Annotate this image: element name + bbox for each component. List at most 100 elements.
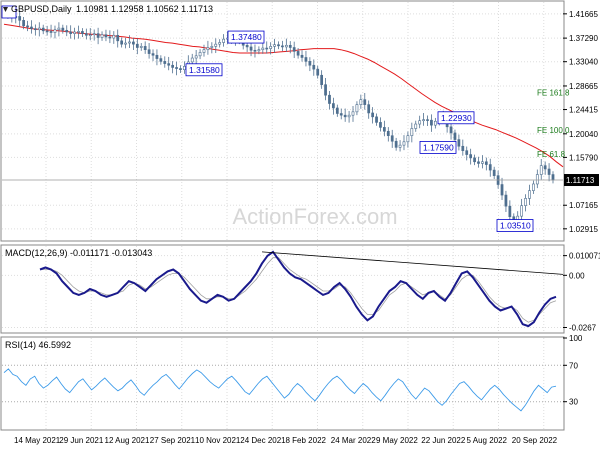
candle-body <box>339 113 343 116</box>
candle-body <box>26 25 29 28</box>
candle-body <box>296 51 300 56</box>
candle-body <box>524 198 527 206</box>
candle-body <box>18 16 22 21</box>
fibonacci-labels: FE 161.8 FE 100.0 FE 61.8 <box>537 88 570 159</box>
candle-body <box>481 161 484 164</box>
watermark: ActionForex.com <box>232 204 397 229</box>
candle-body <box>37 27 41 31</box>
candle-body <box>284 44 288 48</box>
candle-body <box>414 123 418 129</box>
candle-body <box>206 47 210 51</box>
candle-body <box>132 41 135 45</box>
candle-body <box>265 47 269 50</box>
y-tick-label: 1.07165 <box>569 201 598 210</box>
candle-body <box>520 205 523 217</box>
candle-body <box>245 44 249 48</box>
candle-body <box>500 184 504 196</box>
divergence-trendline <box>261 251 564 275</box>
candle-body <box>406 135 410 143</box>
candle-body <box>222 38 225 43</box>
candle-body <box>175 67 178 69</box>
candle-body <box>96 33 100 38</box>
candle-body <box>112 34 116 39</box>
candle-body <box>547 168 551 175</box>
candle-body <box>167 63 171 66</box>
candle-body <box>379 122 382 128</box>
signal-line <box>40 257 557 323</box>
x-tick-label: 29 Jun 2021 <box>59 436 104 445</box>
macd-tick-label: 0.010071 <box>569 252 600 261</box>
swing-label: 1.17590 <box>423 142 454 152</box>
y-tick-label: 1.33040 <box>569 58 598 67</box>
ohlc-values: 1.10981 1.12958 1.10562 1.11713 <box>76 4 213 14</box>
candle-body <box>151 53 155 56</box>
candle-body <box>218 42 222 45</box>
candle-body <box>539 165 543 175</box>
swing-label-box <box>419 141 457 154</box>
candle-body <box>288 44 292 48</box>
candle-body <box>34 28 37 31</box>
y-tick-label: 1.41665 <box>569 10 598 19</box>
candle-body <box>49 31 53 33</box>
candle-body <box>300 54 304 58</box>
candle-body <box>461 145 465 151</box>
swing-label: 1.22930 <box>441 113 472 123</box>
current-price-box <box>564 174 599 187</box>
price-y-axis: 1.41665 1.37290 1.33040 1.28665 1.24415 1.200… <box>563 10 598 234</box>
candle-body <box>394 140 398 148</box>
rsi-title: RSI(14) 46.5992 <box>5 340 71 350</box>
rsi-y-axis: 100 70 30 <box>563 334 583 407</box>
candle-body <box>551 174 555 181</box>
candle-body <box>449 126 453 134</box>
candle-body <box>335 107 339 114</box>
macd-line <box>39 250 557 328</box>
candle-body <box>430 119 433 126</box>
candle-body <box>390 135 394 142</box>
candle-body <box>473 157 476 163</box>
candle-body <box>139 46 143 48</box>
grid-lines <box>2 2 563 429</box>
candle-body <box>492 169 496 176</box>
y-tick-label: 1.02915 <box>569 225 598 234</box>
rsi-line <box>3 368 557 412</box>
rsi-tick-label: 70 <box>569 361 578 370</box>
candle-body <box>124 42 127 45</box>
chart-header: GBPUSD,Daily 1.10981 1.12958 1.10562 1.1… <box>3 4 213 14</box>
macd-lines <box>39 250 564 328</box>
candle-body <box>155 54 159 59</box>
candle-body <box>120 40 124 45</box>
candle-body <box>292 47 296 52</box>
candle-body <box>359 99 363 105</box>
x-tick-label: 24 Mar 2022 <box>331 436 376 445</box>
candle-body <box>363 99 367 105</box>
candle-body <box>457 139 461 147</box>
candle-body <box>179 68 182 70</box>
candle-body <box>61 27 65 31</box>
candle-body <box>257 49 261 52</box>
candle-body <box>308 61 312 66</box>
candle-body <box>143 46 147 51</box>
current-price-line: 1.11713 <box>2 174 599 187</box>
candle-body <box>433 120 437 126</box>
candle-body <box>422 119 425 122</box>
candle-body <box>532 183 535 191</box>
fibonacci-label: FE 100.0 <box>537 126 570 135</box>
swing-label: 1.37480 <box>231 32 262 42</box>
macd-tick-label: 0.00 <box>569 271 585 280</box>
candle-body <box>375 116 378 123</box>
x-tick-label: 5 Aug 2022 <box>467 436 508 445</box>
fibonacci-label: FE 61.8 <box>537 150 566 159</box>
candle-body <box>398 144 402 148</box>
candle-body <box>198 52 202 57</box>
candle-body <box>312 64 316 70</box>
swing-label: 1.31580 <box>189 65 220 75</box>
candle-body <box>77 31 80 33</box>
candle-body <box>477 161 480 164</box>
swing-label-box <box>185 63 223 77</box>
candle-body <box>69 31 73 34</box>
candle-body <box>277 44 280 47</box>
candle-body <box>402 141 406 146</box>
candle-body <box>163 61 167 64</box>
